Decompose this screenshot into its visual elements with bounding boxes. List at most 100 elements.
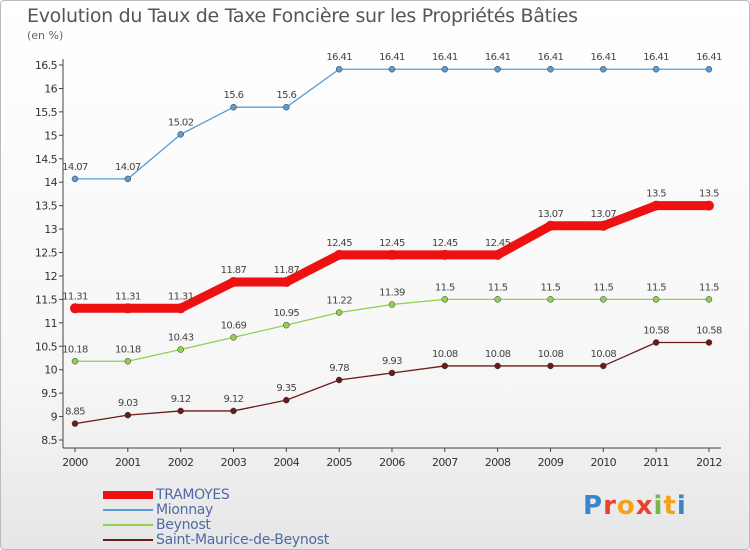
legend-swatch: [103, 508, 153, 511]
data-point: [705, 65, 713, 73]
data-point: [230, 334, 237, 341]
data-label: 10.58: [643, 326, 669, 337]
data-label: 15.6: [276, 90, 296, 101]
data-point: [281, 277, 292, 288]
data-label: 9.93: [382, 356, 402, 367]
data-label: 10.95: [273, 308, 299, 319]
y-tick-label: 8.5: [41, 434, 57, 447]
data-point: [335, 376, 343, 384]
legend-item: TRAMOYES: [103, 486, 329, 503]
data-label: 11.31: [62, 291, 88, 302]
data-point: [600, 65, 607, 73]
data-label: 16.41: [590, 52, 616, 63]
data-point: [386, 249, 397, 260]
data-point: [651, 200, 662, 211]
data-label: 9.78: [329, 363, 349, 374]
x-tick-label: 2007: [432, 456, 458, 469]
data-point: [228, 277, 239, 288]
logo-letter: x: [635, 491, 654, 521]
data-label: 11.5: [593, 282, 613, 293]
data-point: [71, 420, 79, 427]
data-point: [598, 220, 609, 231]
data-label: 11.31: [168, 291, 194, 302]
data-label: 16.41: [326, 52, 352, 63]
logo-letter: i: [676, 491, 687, 521]
legend-swatch: [103, 523, 153, 526]
data-label: 11.39: [379, 288, 405, 299]
x-tick-label: 2003: [221, 456, 247, 469]
data-point: [71, 175, 79, 183]
legend-label: Saint-Maurice-de-Beynost: [156, 531, 329, 548]
y-tick-label: 10.5: [35, 340, 58, 353]
data-label: 11.22: [326, 296, 352, 307]
data-point: [494, 65, 501, 73]
data-point: [177, 346, 184, 353]
data-label: 9.12: [224, 394, 244, 405]
legend-label: Beynost: [156, 516, 211, 533]
legend-label: TRAMOYES: [156, 486, 230, 503]
data-label: 10.08: [590, 349, 616, 360]
data-point: [439, 249, 450, 260]
y-tick-label: 9: [51, 411, 58, 424]
data-point: [124, 411, 132, 419]
data-label: 11.5: [646, 282, 666, 293]
data-point: [441, 296, 449, 303]
data-point: [652, 339, 660, 346]
logo-letter: P: [583, 491, 604, 521]
data-point: [652, 65, 660, 73]
y-tick-label: 15.5: [35, 106, 58, 119]
data-label: 9.12: [171, 394, 191, 405]
data-label: 11.5: [435, 282, 455, 293]
y-tick-label: 11: [44, 317, 57, 330]
data-label: 10.08: [485, 349, 511, 360]
y-tick-label: 12.5: [35, 247, 58, 260]
data-label: 10.18: [115, 344, 141, 355]
y-tick-label: 14: [44, 176, 57, 189]
data-label: 16.41: [379, 52, 405, 63]
data-point: [175, 303, 186, 314]
data-label: 15.6: [224, 90, 244, 101]
data-point: [705, 339, 713, 346]
x-tick-label: 2000: [62, 456, 88, 469]
data-label: 11.5: [541, 282, 561, 293]
data-point: [335, 309, 343, 316]
data-point: [547, 296, 554, 303]
data-point: [492, 249, 503, 260]
data-label: 11.87: [273, 265, 299, 276]
data-label: 11.5: [699, 282, 719, 293]
data-point: [230, 103, 237, 111]
data-point: [494, 296, 501, 303]
data-point: [703, 200, 714, 211]
legend-swatch: [103, 538, 153, 541]
data-point: [177, 407, 184, 415]
data-label: 10.18: [62, 344, 88, 355]
data-point: [652, 296, 660, 303]
data-point: [441, 362, 449, 370]
data-label: 12.45: [326, 238, 352, 249]
data-label: 12.45: [379, 238, 405, 249]
data-label: 10.69: [221, 320, 247, 331]
data-point: [494, 362, 501, 370]
data-label: 10.58: [696, 326, 722, 337]
data-point: [70, 303, 80, 314]
logo-letter: i: [653, 491, 664, 521]
logo-letter: r: [603, 491, 617, 521]
y-tick-label: 12: [44, 270, 57, 283]
y-tick-label: 16: [44, 82, 57, 95]
data-point: [600, 362, 607, 370]
data-label: 13.07: [538, 209, 564, 220]
legend-item: Beynost: [103, 516, 329, 533]
data-point: [388, 301, 396, 308]
data-point: [230, 407, 237, 415]
x-tick-label: 2009: [538, 456, 564, 469]
x-tick-label: 2006: [379, 456, 405, 469]
data-label: 9.03: [118, 398, 138, 409]
x-tick-label: 2001: [115, 456, 141, 469]
data-point: [441, 65, 449, 73]
legend-swatch: [103, 490, 153, 499]
data-point: [283, 396, 290, 404]
data-point: [388, 369, 396, 377]
data-point: [283, 321, 290, 329]
